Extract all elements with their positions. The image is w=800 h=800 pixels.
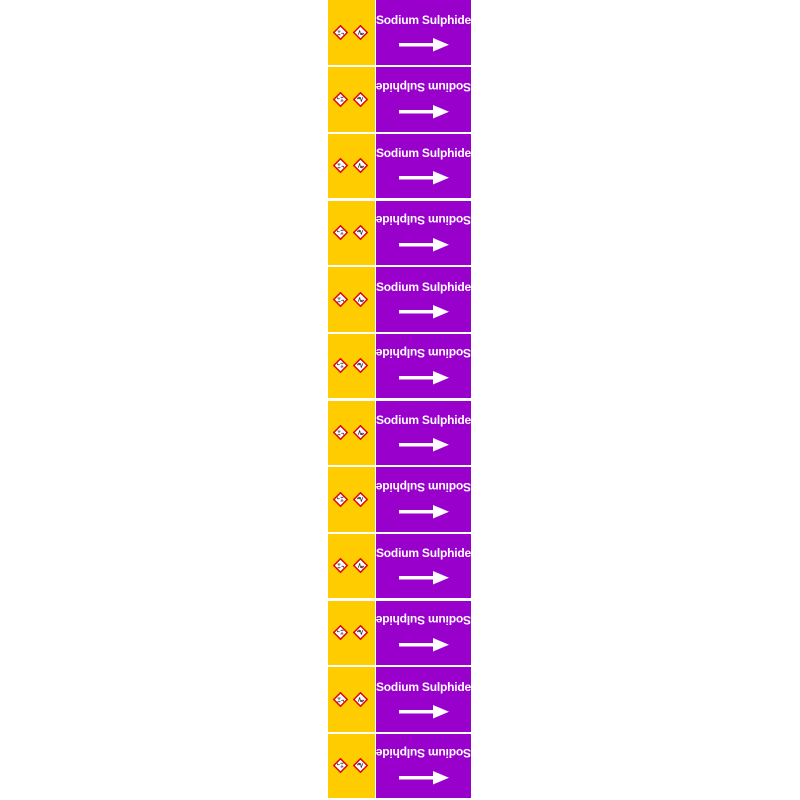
- color-band: [328, 133, 375, 199]
- substance-name: Sodium Sulphide: [376, 479, 471, 494]
- pipe-marker-label-5: Sodium Sulphide: [328, 266, 471, 332]
- label-separator: [328, 199, 471, 201]
- ghs-environment-icon: [353, 491, 368, 507]
- color-field: Sodium Sulphide: [376, 200, 471, 265]
- pipe-marker-label-4: Sodium Sulphide: [328, 200, 471, 265]
- ghs-corrosion-icon: [333, 91, 348, 107]
- flow-arrow-right-icon: [399, 371, 449, 385]
- label-separator: [328, 466, 471, 468]
- flow-arrow-right-icon: [399, 571, 449, 585]
- flow-arrow-right-icon: [399, 38, 449, 52]
- label-separator: [328, 532, 471, 534]
- ghs-environment-icon: [353, 158, 368, 174]
- color-field: Sodium Sulphide: [376, 533, 471, 599]
- label-separator: [328, 266, 471, 268]
- ghs-environment-icon: [353, 691, 368, 707]
- ghs-corrosion-icon: [333, 358, 348, 374]
- ghs-corrosion-icon: [333, 758, 348, 774]
- ghs-corrosion-icon: [333, 225, 348, 240]
- color-band: [328, 200, 375, 265]
- substance-name: Sodium Sulphide: [376, 413, 471, 427]
- color-band: [328, 733, 375, 799]
- substance-name: Sodium Sulphide: [376, 746, 471, 761]
- color-field: Sodium Sulphide: [376, 133, 471, 199]
- substance-name: Sodium Sulphide: [376, 679, 471, 694]
- color-band: [328, 266, 375, 332]
- flow-arrow-right-icon: [399, 438, 449, 452]
- pipe-marker-label-8: Sodium Sulphide: [328, 466, 471, 532]
- color-field: Sodium Sulphide: [376, 66, 471, 132]
- substance-name: Sodium Sulphide: [376, 213, 471, 227]
- substance-name: Sodium Sulphide: [376, 79, 471, 94]
- ghs-environment-icon: [353, 25, 368, 40]
- label-separator: [328, 599, 471, 601]
- ghs-corrosion-icon: [333, 558, 348, 574]
- flow-arrow-right-icon: [399, 171, 449, 185]
- substance-name: Sodium Sulphide: [376, 613, 471, 627]
- flow-arrow-right-icon: [399, 238, 449, 252]
- color-field: Sodium Sulphide: [376, 733, 471, 799]
- label-separator: [328, 332, 471, 334]
- label-separator: [328, 732, 471, 734]
- color-field: Sodium Sulphide: [376, 0, 471, 65]
- substance-name: Sodium Sulphide: [376, 346, 471, 361]
- flow-arrow-right-icon: [399, 704, 449, 719]
- ghs-corrosion-icon: [333, 491, 348, 507]
- color-field: Sodium Sulphide: [376, 666, 471, 732]
- color-field: Sodium Sulphide: [376, 333, 471, 399]
- pipe-marker-label-11: Sodium Sulphide: [328, 666, 471, 732]
- ghs-environment-icon: [353, 91, 368, 107]
- ghs-environment-icon: [353, 625, 368, 640]
- ghs-corrosion-icon: [333, 25, 348, 40]
- color-field: Sodium Sulphide: [376, 466, 471, 532]
- pipe-marker-label-6: Sodium Sulphide: [328, 333, 471, 399]
- color-field: Sodium Sulphide: [376, 600, 471, 665]
- color-band: [328, 333, 375, 399]
- flow-arrow-right-icon: [399, 104, 449, 119]
- color-band: [328, 466, 375, 532]
- color-band: [328, 66, 375, 132]
- label-separator: [328, 132, 471, 134]
- ghs-corrosion-icon: [333, 425, 348, 440]
- ghs-corrosion-icon: [333, 291, 348, 307]
- color-band: [328, 0, 375, 65]
- ghs-environment-icon: [353, 291, 368, 307]
- ghs-environment-icon: [353, 758, 368, 774]
- flow-arrow-right-icon: [399, 638, 449, 652]
- color-field: Sodium Sulphide: [376, 266, 471, 332]
- pipe-marker-strip: Sodium Sulphide Sodium Sulphide: [328, 0, 471, 800]
- substance-name: Sodium Sulphide: [376, 279, 471, 294]
- ghs-environment-icon: [353, 558, 368, 574]
- ghs-corrosion-icon: [333, 691, 348, 707]
- substance-name: Sodium Sulphide: [376, 546, 471, 561]
- pipe-marker-label-9: Sodium Sulphide: [328, 533, 471, 599]
- pipe-marker-label-3: Sodium Sulphide: [328, 133, 471, 199]
- pipe-marker-label-1: Sodium Sulphide: [328, 0, 471, 65]
- color-band: [328, 666, 375, 732]
- label-separator: [328, 666, 471, 668]
- substance-name: Sodium Sulphide: [376, 13, 471, 27]
- pipe-marker-label-10: Sodium Sulphide: [328, 600, 471, 665]
- ghs-environment-icon: [353, 425, 368, 440]
- flow-arrow-right-icon: [399, 771, 449, 785]
- label-separator: [328, 399, 471, 401]
- flow-arrow-right-icon: [399, 504, 449, 519]
- pipe-marker-label-7: Sodium Sulphide: [328, 400, 471, 465]
- pipe-marker-label-2: Sodium Sulphide: [328, 66, 471, 132]
- color-field: Sodium Sulphide: [376, 400, 471, 465]
- ghs-corrosion-icon: [333, 158, 348, 174]
- color-band: [328, 533, 375, 599]
- ghs-environment-icon: [353, 358, 368, 374]
- flow-arrow-right-icon: [399, 304, 449, 319]
- ghs-environment-icon: [353, 225, 368, 240]
- substance-name: Sodium Sulphide: [376, 146, 471, 161]
- label-separator: [328, 66, 471, 68]
- color-band: [328, 400, 375, 465]
- pipe-marker-label-12: Sodium Sulphide: [328, 733, 471, 799]
- color-band: [328, 600, 375, 665]
- ghs-corrosion-icon: [333, 625, 348, 640]
